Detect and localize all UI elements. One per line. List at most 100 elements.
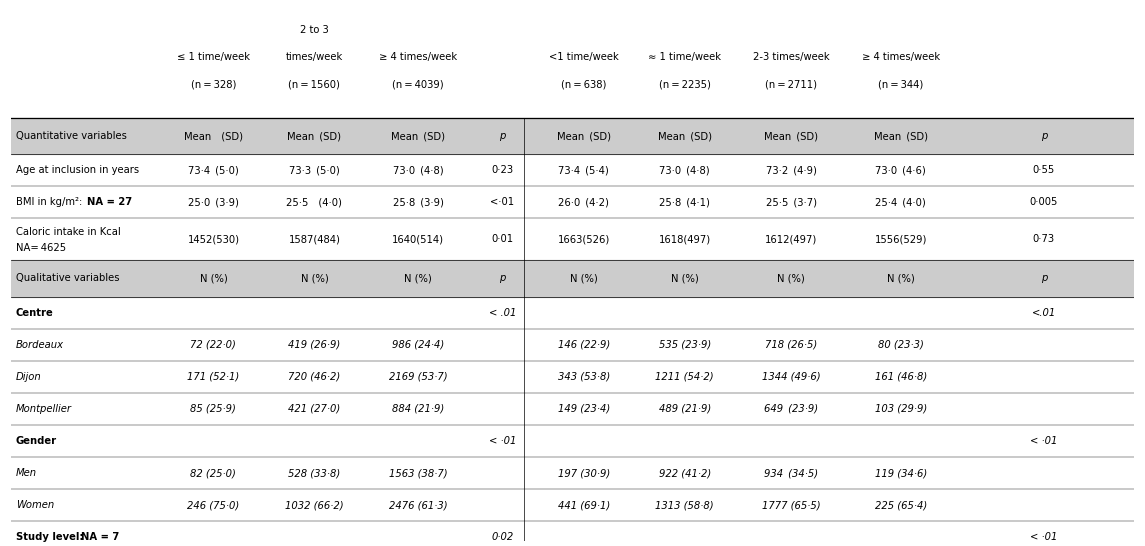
Text: Bordeaux: Bordeaux (16, 340, 64, 349)
Text: NA = 7: NA = 7 (81, 532, 119, 542)
Text: 73·2 (4·9): 73·2 (4·9) (766, 165, 816, 175)
Text: <.01: <.01 (1032, 307, 1056, 318)
Text: 2 to 3: 2 to 3 (300, 25, 329, 35)
Text: p: p (499, 131, 506, 141)
Text: p: p (499, 274, 506, 283)
Text: 0·005: 0·005 (1029, 197, 1058, 207)
Text: 103 (29·9): 103 (29·9) (875, 404, 926, 414)
Text: 1313 (58·8): 1313 (58·8) (655, 500, 714, 510)
Text: 0·73: 0·73 (1033, 234, 1055, 244)
Text: Mean (SD): Mean (SD) (392, 131, 445, 141)
Text: 1563 (38·7): 1563 (38·7) (389, 468, 448, 478)
Text: Quantitative variables: Quantitative variables (16, 131, 127, 141)
Text: 72 (22·0): 72 (22·0) (190, 340, 236, 349)
Text: 85 (25·9): 85 (25·9) (190, 404, 236, 414)
Text: 343 (53·8): 343 (53·8) (558, 372, 610, 382)
Text: 1777 (65·5): 1777 (65·5) (761, 500, 821, 510)
Text: ≥ 4 times/week: ≥ 4 times/week (379, 52, 457, 62)
Text: (n = 344): (n = 344) (878, 80, 923, 90)
Text: Dijon: Dijon (16, 372, 41, 382)
Text: 1344 (49·6): 1344 (49·6) (761, 372, 821, 382)
Text: (n = 2711): (n = 2711) (765, 80, 818, 90)
Text: 0·02: 0·02 (491, 532, 513, 542)
Text: 246 (75·0): 246 (75·0) (188, 500, 239, 510)
Text: 80 (23·3): 80 (23·3) (878, 340, 924, 349)
Text: Montpellier: Montpellier (16, 404, 72, 414)
Text: 25·4 (4·0): 25·4 (4·0) (875, 197, 926, 207)
Text: Mean (SD): Mean (SD) (874, 131, 927, 141)
Text: 0·23: 0·23 (491, 165, 513, 175)
Text: 441 (69·1): 441 (69·1) (558, 500, 610, 510)
Text: < ·01: < ·01 (1030, 436, 1058, 446)
Text: 934 (34·5): 934 (34·5) (764, 468, 819, 478)
Text: Study level:: Study level: (16, 532, 87, 542)
Text: BMI in kg/m²:: BMI in kg/m²: (16, 197, 86, 207)
Text: 1032 (66·2): 1032 (66·2) (285, 500, 344, 510)
Text: Mean (SD): Mean (SD) (765, 131, 819, 141)
Text: Mean (SD): Mean (SD) (556, 131, 610, 141)
Text: ≈ 1 time/week: ≈ 1 time/week (648, 52, 721, 62)
Text: 1556(529): 1556(529) (875, 234, 927, 244)
Text: N (%): N (%) (887, 274, 915, 283)
Text: 0·01: 0·01 (491, 234, 513, 244)
Text: 1587(484): 1587(484) (289, 234, 340, 244)
Text: 25·5 (3·7): 25·5 (3·7) (766, 197, 816, 207)
Text: ≥ 4 times/week: ≥ 4 times/week (862, 52, 940, 62)
Text: N (%): N (%) (300, 274, 329, 283)
Text: 1663(526): 1663(526) (558, 234, 610, 244)
Text: Mean (SD): Mean (SD) (287, 131, 341, 141)
Text: N (%): N (%) (777, 274, 805, 283)
Text: p: p (1041, 131, 1047, 141)
Text: 535 (23·9): 535 (23·9) (658, 340, 711, 349)
Text: 161 (46·8): 161 (46·8) (875, 372, 926, 382)
Text: N (%): N (%) (570, 274, 598, 283)
Bar (11, 118, 1134, 154)
Text: 149 (23·4): 149 (23·4) (558, 404, 610, 414)
Text: Gender: Gender (16, 436, 57, 446)
Text: 25·8 (3·9): 25·8 (3·9) (393, 197, 443, 207)
Text: 922 (41·2): 922 (41·2) (658, 468, 711, 478)
Text: Mean (SD): Mean (SD) (184, 131, 243, 141)
Text: (n = 1560): (n = 1560) (289, 80, 340, 90)
Text: p: p (1041, 274, 1047, 283)
Text: 73·4 (5·4): 73·4 (5·4) (559, 165, 609, 175)
Text: N (%): N (%) (404, 274, 432, 283)
Text: 649 (23·9): 649 (23·9) (764, 404, 819, 414)
Text: 197 (30·9): 197 (30·9) (558, 468, 610, 478)
Text: 73·3 (5·0): 73·3 (5·0) (289, 165, 340, 175)
Text: <1 time/week: <1 time/week (548, 52, 618, 62)
Text: 73·0 (4·8): 73·0 (4·8) (393, 165, 443, 175)
Text: N (%): N (%) (671, 274, 698, 283)
Text: Women: Women (16, 500, 54, 510)
Text: 26·0 (4·2): 26·0 (4·2) (559, 197, 609, 207)
Text: 718 (26·5): 718 (26·5) (765, 340, 818, 349)
Text: 1211 (54·2): 1211 (54·2) (655, 372, 714, 382)
Text: 119 (34·6): 119 (34·6) (875, 468, 926, 478)
Text: 884 (21·9): 884 (21·9) (392, 404, 444, 414)
Text: 171 (52·1): 171 (52·1) (188, 372, 239, 382)
Text: times/week: times/week (286, 52, 344, 62)
Text: < ·01: < ·01 (489, 436, 516, 446)
Text: 73·4 (5·0): 73·4 (5·0) (188, 165, 239, 175)
Text: 1618(497): 1618(497) (658, 234, 711, 244)
Text: Qualitative variables: Qualitative variables (16, 274, 119, 283)
Text: 225 (65·4): 225 (65·4) (875, 500, 926, 510)
Text: 2476 (61·3): 2476 (61·3) (389, 500, 448, 510)
Text: 73·0 (4·6): 73·0 (4·6) (875, 165, 926, 175)
Text: 421 (27·0): 421 (27·0) (289, 404, 340, 414)
Text: Centre: Centre (16, 307, 54, 318)
Text: 2-3 times/week: 2-3 times/week (753, 52, 830, 62)
Text: N (%): N (%) (199, 274, 228, 283)
Text: 73·0 (4·8): 73·0 (4·8) (660, 165, 710, 175)
Text: 25·0 (3·9): 25·0 (3·9) (188, 197, 239, 207)
Text: Men: Men (16, 468, 37, 478)
Text: NA = 27: NA = 27 (87, 197, 132, 207)
Text: 1452(530): 1452(530) (188, 234, 239, 244)
Text: ≤ 1 time/week: ≤ 1 time/week (177, 52, 250, 62)
Text: Caloric intake in Kcal: Caloric intake in Kcal (16, 227, 120, 237)
Text: 720 (46·2): 720 (46·2) (289, 372, 340, 382)
Text: NA= 4625: NA= 4625 (16, 244, 66, 253)
Text: 146 (22·9): 146 (22·9) (558, 340, 610, 349)
Text: 2169 (53·7): 2169 (53·7) (389, 372, 448, 382)
Text: (n = 638): (n = 638) (561, 80, 607, 90)
